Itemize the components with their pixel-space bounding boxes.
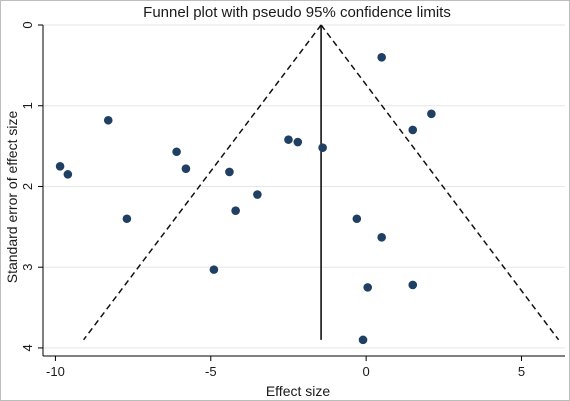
study-point-6 — [172, 147, 181, 157]
y-tick-label-0: 0 — [20, 21, 35, 28]
study-point-20 — [358, 335, 368, 345]
study-point-8 — [225, 167, 234, 177]
chart-title: Funnel plot with pseudo 95% confidence l… — [143, 4, 451, 21]
y-tick-label-2: 2 — [20, 183, 35, 190]
x-tick-label-2: 0 — [363, 364, 370, 379]
study-point-18 — [363, 283, 372, 292]
study-point-11 — [318, 143, 327, 153]
y-tick-label-4: 4 — [20, 344, 35, 351]
study-point-12 — [122, 214, 132, 224]
study-point-14 — [253, 190, 262, 199]
funnel-limits — [82, 24, 560, 341]
x-axis-label: Effect size — [266, 383, 331, 399]
study-point-7 — [181, 164, 191, 174]
study-point-5 — [63, 170, 73, 179]
study-point-9 — [284, 135, 293, 144]
study-point-15 — [352, 214, 362, 224]
lower-confidence-limit — [82, 24, 322, 341]
study-point-0 — [377, 52, 386, 62]
study-point-3 — [103, 115, 113, 125]
x-tick-label-1: -5 — [205, 364, 217, 379]
study-point-1 — [427, 109, 436, 119]
study-points — [55, 52, 436, 345]
y-axis-label: Standard error of effect size — [4, 111, 20, 284]
study-point-2 — [408, 125, 418, 135]
study-point-16 — [377, 233, 386, 242]
gridlines — [43, 24, 565, 349]
upper-confidence-limit — [320, 24, 560, 341]
study-point-19 — [408, 280, 418, 290]
x-tick-label-3: 5 — [518, 364, 525, 379]
y-tick-label-3: 3 — [20, 264, 35, 271]
study-point-10 — [293, 137, 303, 147]
study-point-17 — [209, 265, 219, 274]
study-point-4 — [55, 161, 65, 171]
x-tick-label-0: -10 — [46, 364, 65, 379]
y-tick-label-1: 1 — [20, 102, 35, 109]
study-point-13 — [231, 206, 240, 215]
axes: -10 -5 0 5 0 1 2 3 4 — [20, 21, 565, 379]
